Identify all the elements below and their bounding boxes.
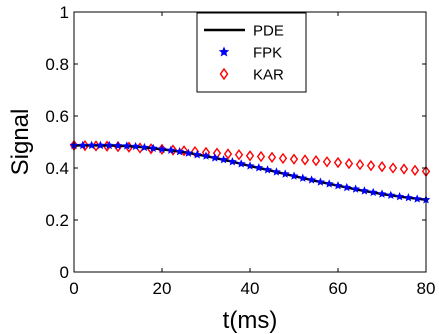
fpk-point	[228, 157, 237, 166]
x-ticks: 0 20 40 60 80	[69, 12, 435, 298]
fpk-point	[342, 182, 352, 192]
legend-box	[196, 12, 307, 93]
fpk-point	[104, 140, 114, 150]
fpk-point	[404, 193, 413, 202]
fpk-point	[87, 140, 96, 150]
legend-marker-kar	[219, 67, 229, 81]
kar-point	[278, 152, 288, 165]
y-tick-label: 0.2	[45, 211, 69, 230]
y-tick-label: 0.4	[45, 159, 69, 178]
fpk-point	[166, 145, 176, 155]
kar-point	[245, 150, 255, 162]
kar-point	[377, 161, 387, 173]
fpk-point	[140, 142, 149, 152]
fpk-point	[131, 141, 140, 151]
fpk-point	[201, 151, 211, 160]
kar-point	[344, 157, 354, 170]
fpk-point	[280, 169, 290, 178]
fpk-point	[386, 190, 396, 200]
y-tick-label: 0	[60, 263, 69, 282]
fpk-point	[254, 163, 264, 172]
fpk-point	[368, 187, 378, 197]
fpk-point	[148, 143, 158, 152]
fpk-point	[272, 167, 281, 176]
kar-point	[256, 150, 266, 163]
fpk-point	[316, 177, 325, 186]
kar-point	[300, 154, 310, 166]
x-axis-title: t(ms)	[223, 307, 278, 334]
fpk-point	[324, 179, 334, 188]
kar-point	[355, 158, 365, 171]
y-tick-label: 0.6	[45, 107, 69, 126]
x-tick-label: 20	[153, 279, 172, 298]
kar-point	[223, 148, 233, 160]
fpk-point	[263, 165, 272, 174]
kar-point	[322, 156, 332, 168]
legend-label-pde: PDE	[253, 23, 284, 40]
x-tick-label: 40	[241, 279, 260, 298]
x-tick-label: 0	[69, 279, 78, 298]
y-axis-title: Signal	[7, 109, 34, 176]
legend-label-kar: KAR	[253, 67, 284, 84]
kar-point	[333, 156, 343, 169]
fpk-point	[78, 140, 88, 150]
fpk-point	[113, 141, 123, 150]
fpk-point	[184, 148, 193, 157]
kar-point	[267, 151, 277, 164]
kar-point	[388, 162, 398, 174]
fpk-point	[307, 175, 316, 184]
y-ticks: 0 0.2 0.4 0.6 0.8 1	[45, 3, 426, 282]
legend-label-fpk: FPK	[253, 45, 282, 62]
x-tick-label: 60	[329, 279, 348, 298]
fpk-point	[96, 140, 105, 150]
fpk-point	[192, 150, 202, 159]
kar-point	[190, 145, 200, 158]
fpk-point	[210, 153, 220, 162]
fpk-point	[122, 141, 132, 150]
fpk-point	[289, 171, 299, 180]
legend: PDE FPK KAR	[196, 12, 307, 93]
fpk-point	[351, 184, 360, 193]
kar-point	[289, 153, 299, 165]
fpk-point	[360, 186, 369, 195]
fpk-point	[412, 194, 422, 203]
kar-point	[311, 155, 321, 167]
kar-point	[366, 159, 376, 172]
fpk-point	[298, 173, 308, 182]
series-layer	[69, 139, 431, 204]
y-tick-label: 1	[60, 3, 69, 22]
fpk-point	[236, 159, 246, 168]
kar-point	[399, 163, 409, 175]
fpk-point	[333, 181, 343, 190]
kar-point	[234, 149, 244, 161]
fpk-point	[395, 192, 404, 201]
fpk-point	[157, 144, 167, 153]
fpk-point	[245, 161, 255, 170]
kar-point	[179, 145, 189, 157]
kar-point	[410, 164, 420, 177]
legend-marker-fpk	[218, 46, 230, 57]
y-tick-label: 0.8	[45, 55, 69, 74]
fpk-point	[219, 155, 228, 164]
fpk-point	[377, 189, 387, 198]
x-tick-label: 80	[417, 279, 436, 298]
fpk-point	[175, 147, 184, 156]
